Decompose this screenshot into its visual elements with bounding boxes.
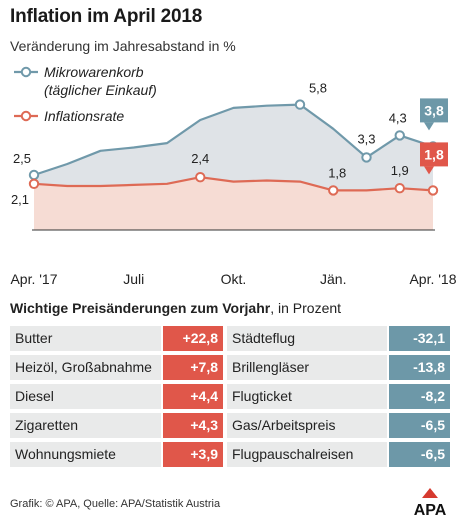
increase-value: +4,3 [163, 413, 223, 438]
inflation-line-chart: 2,5 5,8 3,3 4,3 2,1 2,4 1,8 1,9 3,8 1,8 Apr. '17 Ju… [10, 64, 456, 287]
x-tick-label: Juli [123, 271, 144, 287]
decrease-value: -6,5 [389, 413, 450, 438]
data-label: 2,5 [13, 151, 31, 166]
decrease-label: Flugpauschalreisen [227, 442, 387, 467]
price-change-table: Butter +22,8 Städteflug -32,1 Heizöl, Gr… [10, 326, 450, 471]
x-tick-label: Apr. '17 [10, 271, 57, 287]
x-tick-label: Okt. [221, 271, 247, 287]
legend-label-0-line2: (täglicher Einkauf) [44, 82, 157, 98]
legend-label-1: Inflationsrate [44, 108, 124, 124]
data-point-marker [28, 178, 40, 190]
increase-label: Diesel [10, 384, 161, 409]
increase-value: +7,8 [163, 355, 223, 380]
data-label: 3,3 [357, 131, 375, 146]
decrease-label: Brillengläser [227, 355, 387, 380]
decrease-value: -8,2 [389, 384, 450, 409]
end-value-badge-label: 1,8 [424, 146, 444, 162]
series-line-1 [33, 176, 434, 192]
data-point-marker [294, 99, 306, 110]
data-label: 5,8 [309, 81, 327, 96]
increase-value: +4,4 [163, 384, 223, 409]
table-row: Wohnungsmiete +3,9 Flugpauschalreisen -6… [10, 442, 450, 467]
data-point-marker [28, 169, 40, 181]
decrease-value: -6,5 [389, 442, 450, 467]
increase-label: Heizöl, Großabnahme [10, 355, 161, 380]
apa-logo-text: APA [414, 502, 447, 518]
end-value-badge-label: 3,8 [424, 102, 444, 118]
increase-label: Wohnungsmiete [10, 442, 161, 467]
increase-label: Butter [10, 326, 161, 351]
end-value-badge-pointer [424, 122, 434, 131]
increase-value: +3,9 [163, 442, 223, 467]
page-title: Inflation im April 2018 [10, 6, 203, 27]
data-label: 1,8 [328, 165, 346, 180]
increase-label: Zigaretten [10, 413, 161, 438]
end-value-badge [420, 142, 448, 167]
increase-value: +22,8 [163, 326, 223, 351]
decrease-label: Gas/Arbeitspreis [227, 413, 387, 438]
end-value-badge [420, 98, 448, 123]
data-point-marker [394, 183, 405, 194]
x-tick-label: Jän. [320, 271, 346, 287]
decrease-label: Städteflug [227, 326, 387, 351]
data-point-marker [195, 172, 206, 183]
table-title-rest: , in Prozent [270, 300, 342, 316]
data-label: 1,9 [391, 163, 409, 178]
decrease-value: -32,1 [389, 326, 450, 351]
data-point-marker [361, 152, 372, 163]
data-point-marker [328, 185, 339, 196]
table-row: Heizöl, Großabnahme +7,8 Brillengläser -… [10, 355, 450, 380]
legend-marker-0 [20, 66, 32, 78]
table-title: Wichtige Preisänderungen zum Vorjahr, in… [10, 300, 341, 316]
apa-logo-triangle [422, 488, 438, 498]
data-label: 2,4 [191, 151, 209, 166]
decrease-label: Flugticket [227, 384, 387, 409]
x-tick-label: Apr. '18 [409, 271, 456, 287]
legend-marker-1 [20, 110, 32, 122]
table-title-bold: Wichtige Preisänderungen zum Vorjahr [10, 300, 271, 316]
apa-logo: APA [414, 488, 447, 518]
chart-subtitle: Veränderung im Jahresabstand in % [10, 38, 236, 54]
table-row: Diesel +4,4 Flugticket -8,2 [10, 384, 450, 409]
end-value-badge-pointer [424, 166, 434, 175]
data-point-marker [427, 185, 439, 196]
data-label: 4,3 [389, 110, 407, 125]
data-label: 2,1 [11, 192, 29, 207]
table-row: Butter +22,8 Städteflug -32,1 [10, 326, 450, 351]
data-point-marker [394, 130, 405, 141]
source-footer: Grafik: © APA, Quelle: APA/Statistik Aus… [10, 498, 221, 510]
table-row: Zigaretten +4,3 Gas/Arbeitspreis -6,5 [10, 413, 450, 438]
decrease-value: -13,8 [389, 355, 450, 380]
legend-label-0: Mikrowarenkorb [44, 64, 144, 80]
